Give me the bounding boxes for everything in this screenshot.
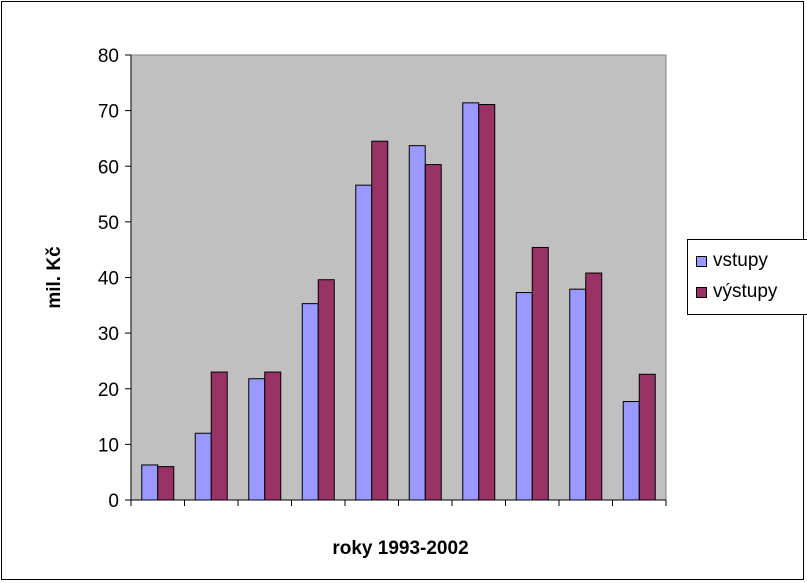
legend-swatch-vystupy <box>696 286 707 298</box>
y-tick-label: 80 <box>98 46 119 67</box>
legend-item-vstupy: vstupy <box>696 250 768 272</box>
bar-vystupy <box>157 466 175 501</box>
bar-vstupy <box>569 288 587 501</box>
bar-vstupy <box>141 464 159 501</box>
y-tick-label: 0 <box>108 491 119 512</box>
bar-vystupy <box>371 140 389 501</box>
bar-vstupy <box>408 145 426 501</box>
bar-vystupy <box>210 371 228 501</box>
bar-vstupy <box>355 184 373 501</box>
legend-label-vystupy: výstupy <box>713 281 778 302</box>
y-tick-label: 50 <box>98 213 119 234</box>
legend: vstupy výstupy <box>687 239 807 315</box>
legend-swatch-vstupy <box>696 255 707 267</box>
bar-vystupy <box>531 246 549 501</box>
y-tick-label: 30 <box>98 324 119 345</box>
bar-vystupy <box>638 373 656 501</box>
y-tick-label: 20 <box>98 380 119 401</box>
y-tick-label: 70 <box>98 102 119 123</box>
bar-vystupy <box>317 279 335 501</box>
bar-vystupy <box>478 104 496 501</box>
bar-vystupy <box>424 164 442 501</box>
bar-vystupy <box>264 371 282 501</box>
y-axis-ticks: 0 10 20 30 40 50 60 70 80 <box>98 46 667 512</box>
bar-vstupy <box>194 432 212 501</box>
y-tick-label: 40 <box>98 269 119 290</box>
bar-vstupy <box>462 102 480 501</box>
bars <box>141 102 656 501</box>
x-axis-title: roky 1993-2002 <box>332 538 468 559</box>
bar-vstupy <box>622 401 640 501</box>
bar-vystupy <box>585 272 603 501</box>
bar-vstupy <box>301 303 319 501</box>
y-tick-label: 60 <box>98 157 119 178</box>
bar-vstupy <box>515 292 533 501</box>
legend-item-vystupy: výstupy <box>696 281 777 303</box>
bar-vstupy <box>248 378 266 501</box>
y-tick-label: 10 <box>98 435 119 456</box>
y-axis-title: mil. Kč <box>44 246 65 309</box>
legend-label-vstupy: vstupy <box>713 250 768 271</box>
